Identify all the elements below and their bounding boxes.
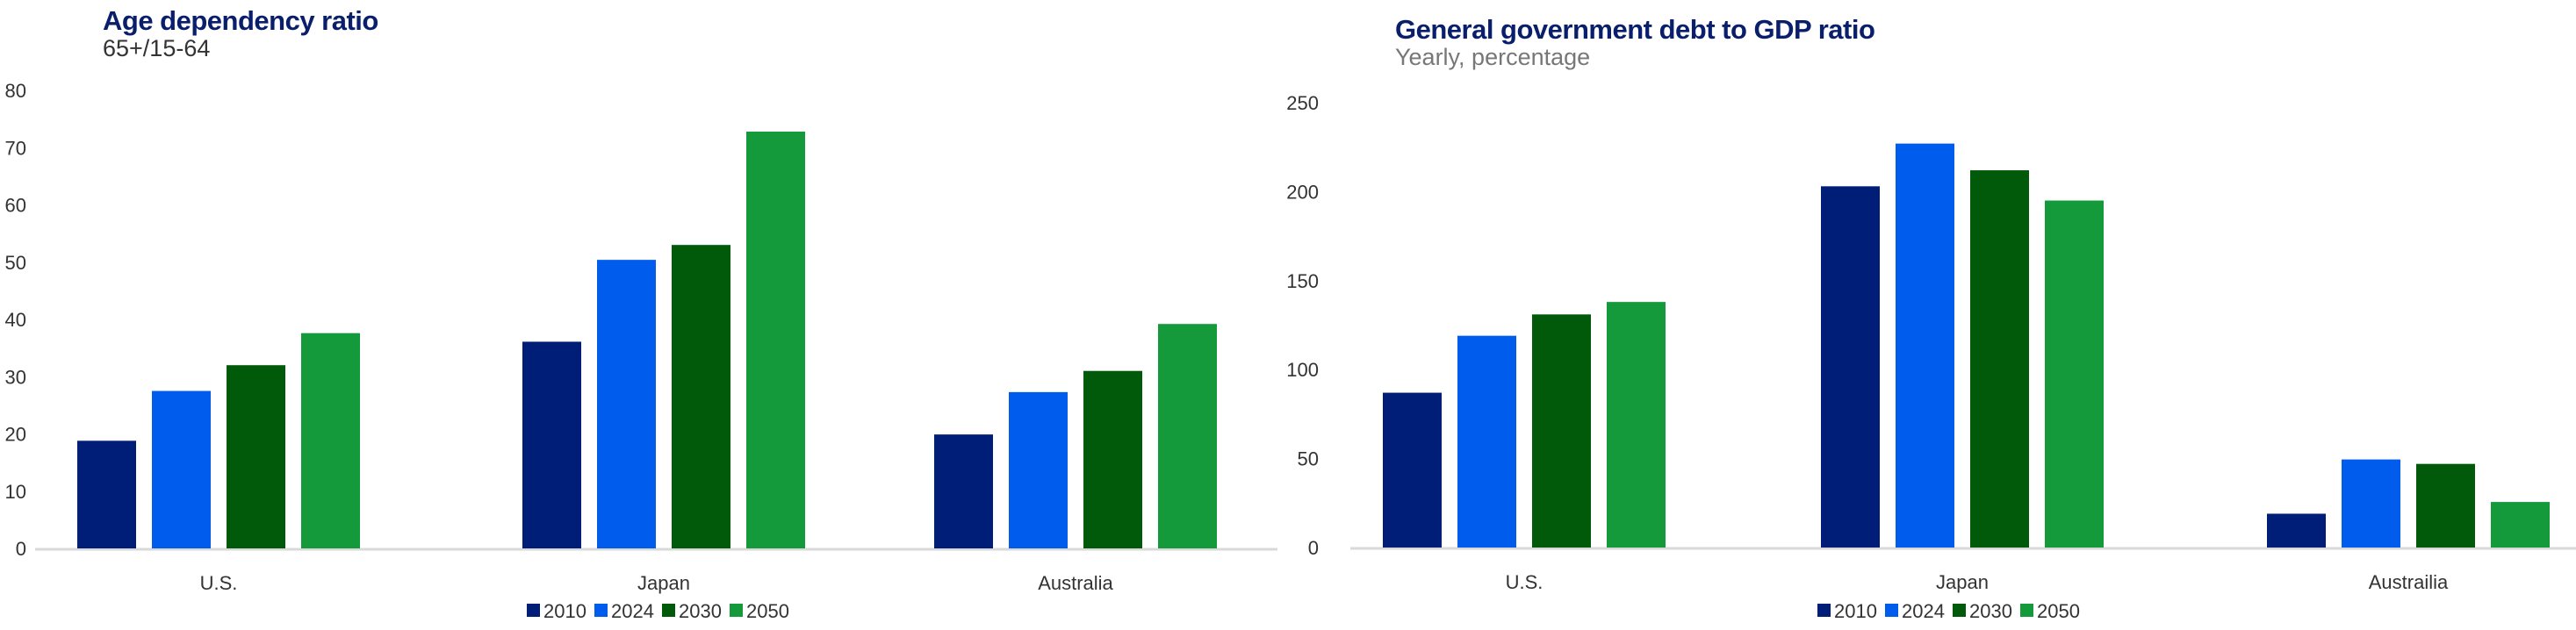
legend-swatch-2030 <box>1953 604 1966 617</box>
bar-2050 <box>1607 302 1666 548</box>
bar-2030 <box>1532 314 1591 548</box>
legend-label: 2050 <box>746 600 789 622</box>
y-tick-label: 100 <box>1286 359 1319 381</box>
y-tick-label: 60 <box>5 195 26 217</box>
legend-label: 2010 <box>1834 600 1877 622</box>
legend-label: 2024 <box>1902 600 1945 622</box>
legend-label: 2030 <box>679 600 722 622</box>
legend-label: 2050 <box>2037 600 2080 622</box>
legend-swatch-2010 <box>1817 604 1831 617</box>
legend-swatch-2024 <box>1885 604 1898 617</box>
bar-2024 <box>152 390 211 548</box>
legend-swatch-2050 <box>2020 604 2033 617</box>
y-tick-label: 0 <box>1308 537 1319 559</box>
bar-2050 <box>1158 324 1217 548</box>
bar-2030 <box>1970 170 2029 548</box>
legend-label: 2010 <box>543 600 586 622</box>
chart-2-title: General government debt to GDP ratio <box>1395 14 1875 45</box>
bar-2030 <box>2416 463 2475 548</box>
y-tick-label: 80 <box>5 80 26 102</box>
y-tick-label: 10 <box>5 481 26 503</box>
y-tick-label: 200 <box>1286 181 1319 203</box>
bar-2010 <box>1821 186 1880 548</box>
legend-label: 2030 <box>1969 600 2012 622</box>
bar-2024 <box>597 260 656 548</box>
bar-2024 <box>1896 143 1954 548</box>
y-tick-label: 250 <box>1286 92 1319 114</box>
bar-2050 <box>301 333 360 548</box>
y-tick-label: 40 <box>5 309 26 331</box>
y-tick-label: 150 <box>1286 270 1319 292</box>
y-tick-label: 0 <box>16 538 26 560</box>
x-category-label: Japan <box>637 572 690 594</box>
x-category-label: U.S. <box>1506 571 1543 593</box>
bar-2010 <box>934 434 993 548</box>
legend-swatch-2030 <box>662 604 675 617</box>
y-tick-label: 30 <box>5 366 26 388</box>
bar-2030 <box>227 365 285 548</box>
y-tick-label: 70 <box>5 137 26 159</box>
legend-swatch-2010 <box>527 604 540 617</box>
legend-swatch-2024 <box>594 604 608 617</box>
y-tick-label: 20 <box>5 424 26 446</box>
legend-label: 2024 <box>611 600 654 622</box>
chart-1-title: Age dependency ratio <box>103 5 378 36</box>
bar-2050 <box>2491 502 2550 548</box>
legend-swatch-2050 <box>730 604 743 617</box>
bar-2024 <box>1009 391 1068 548</box>
x-category-label: Australia <box>1038 572 1113 594</box>
bar-2030 <box>1083 370 1142 548</box>
bar-2024 <box>1457 335 1516 548</box>
bar-2050 <box>2045 200 2104 548</box>
chart-2-subtitle: Yearly, percentage <box>1395 44 1591 70</box>
bar-2010 <box>2267 513 2326 548</box>
y-tick-label: 50 <box>5 252 26 274</box>
bar-2010 <box>1383 392 1442 548</box>
bar-2010 <box>77 440 136 548</box>
bar-2010 <box>522 341 581 548</box>
bar-2030 <box>672 245 730 548</box>
x-category-label: Austrailia <box>2369 571 2449 593</box>
bar-2024 <box>2342 459 2400 548</box>
y-tick-label: 50 <box>1298 448 1319 470</box>
x-category-label: Japan <box>1936 571 1989 593</box>
chart-1-subtitle: 65+/15-64 <box>103 35 211 61</box>
x-category-label: U.S. <box>200 572 238 594</box>
bar-2050 <box>746 131 805 549</box>
